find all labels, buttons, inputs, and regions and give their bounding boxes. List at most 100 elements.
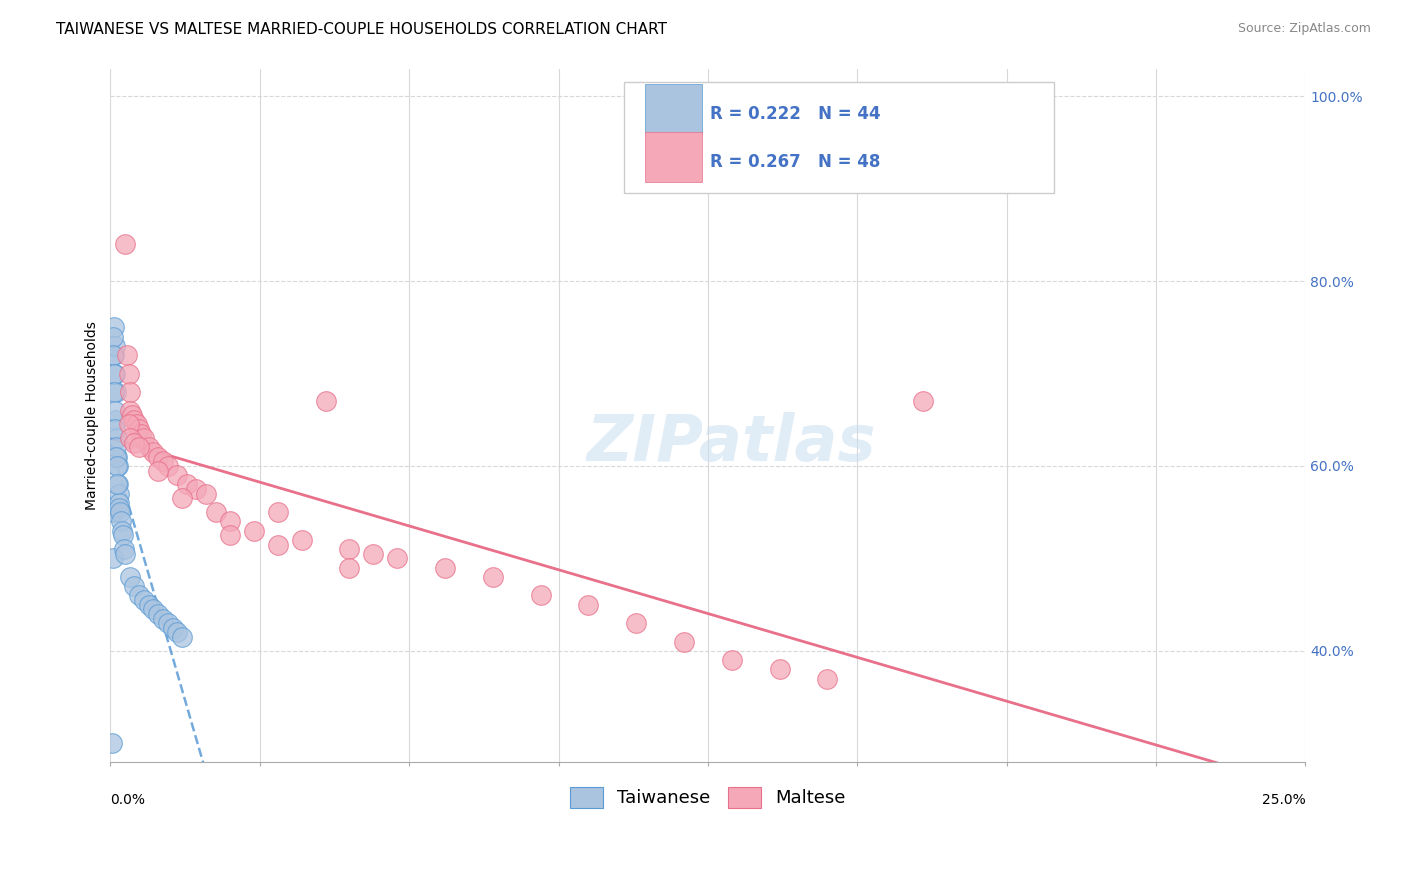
Point — [105, 413, 128, 427]
Text: R = 0.267   N = 48: R = 0.267 N = 48 — [710, 153, 880, 171]
Point — [195, 486, 218, 500]
Point — [131, 426, 153, 441]
Point — [124, 413, 146, 427]
Point — [186, 482, 208, 496]
Point — [105, 477, 128, 491]
Point — [104, 422, 127, 436]
Point — [315, 394, 337, 409]
Point — [105, 450, 128, 464]
Point — [128, 422, 150, 436]
Text: 25.0%: 25.0% — [1261, 793, 1305, 807]
Point — [104, 385, 127, 400]
Point — [768, 662, 790, 676]
Point — [166, 625, 188, 640]
Point — [162, 621, 184, 635]
Point — [132, 431, 155, 445]
Text: ZIPatlas: ZIPatlas — [588, 412, 876, 474]
Point — [124, 435, 146, 450]
Point — [720, 653, 742, 667]
Point — [103, 348, 125, 362]
Point — [104, 339, 127, 353]
Legend: Taiwanese, Maltese: Taiwanese, Maltese — [562, 780, 853, 815]
Point — [148, 464, 170, 478]
Point — [117, 367, 139, 381]
Point — [117, 417, 139, 432]
Point — [339, 560, 361, 574]
Point — [815, 672, 838, 686]
Point — [114, 547, 136, 561]
Point — [138, 441, 160, 455]
Point — [911, 394, 934, 409]
Point — [118, 570, 141, 584]
Point — [104, 403, 127, 417]
Point — [142, 445, 165, 459]
Point — [142, 602, 165, 616]
Point — [101, 505, 124, 519]
Point — [172, 630, 194, 644]
Point — [243, 524, 266, 538]
Point — [101, 329, 124, 343]
Point — [108, 500, 131, 515]
Point — [172, 491, 194, 506]
Point — [204, 505, 226, 519]
Point — [124, 579, 146, 593]
Point — [103, 551, 125, 566]
Point — [267, 505, 290, 519]
Point — [219, 515, 242, 529]
Point — [112, 542, 135, 557]
Point — [120, 431, 142, 445]
Point — [120, 403, 142, 417]
Point — [166, 468, 188, 483]
Point — [108, 505, 131, 519]
Point — [104, 441, 127, 455]
Text: Source: ZipAtlas.com: Source: ZipAtlas.com — [1237, 22, 1371, 36]
Point — [434, 560, 457, 574]
Point — [624, 616, 647, 631]
Point — [363, 547, 385, 561]
Point — [482, 570, 505, 584]
Point — [152, 611, 174, 625]
Point — [115, 348, 138, 362]
Point — [105, 450, 128, 464]
Point — [101, 736, 124, 750]
Point — [125, 417, 148, 432]
Point — [576, 598, 599, 612]
FancyBboxPatch shape — [624, 82, 1054, 194]
Point — [176, 477, 198, 491]
Point — [108, 496, 131, 510]
Point — [107, 458, 129, 473]
Point — [672, 634, 695, 648]
Point — [138, 598, 160, 612]
Point — [111, 528, 134, 542]
Point — [103, 385, 125, 400]
Point — [107, 486, 129, 500]
Point — [152, 454, 174, 468]
Point — [103, 367, 125, 381]
Point — [148, 450, 170, 464]
FancyBboxPatch shape — [644, 84, 702, 134]
Point — [339, 542, 361, 557]
Y-axis label: Married-couple Households: Married-couple Households — [86, 321, 100, 509]
Point — [107, 477, 129, 491]
Text: R = 0.222   N = 44: R = 0.222 N = 44 — [710, 104, 882, 122]
FancyBboxPatch shape — [644, 132, 702, 182]
Point — [121, 408, 143, 422]
Text: TAIWANESE VS MALTESE MARRIED-COUPLE HOUSEHOLDS CORRELATION CHART: TAIWANESE VS MALTESE MARRIED-COUPLE HOUS… — [56, 22, 668, 37]
Point — [291, 533, 314, 547]
Point — [219, 528, 242, 542]
Point — [110, 515, 132, 529]
Point — [105, 458, 128, 473]
Point — [156, 458, 179, 473]
Point — [387, 551, 409, 566]
Point — [132, 593, 155, 607]
Point — [103, 320, 125, 334]
Point — [156, 616, 179, 631]
Point — [148, 607, 170, 621]
Point — [104, 367, 127, 381]
Point — [529, 588, 551, 602]
Point — [128, 588, 150, 602]
Point — [128, 441, 150, 455]
Point — [103, 348, 125, 362]
Point — [114, 237, 136, 252]
Point — [118, 385, 141, 400]
